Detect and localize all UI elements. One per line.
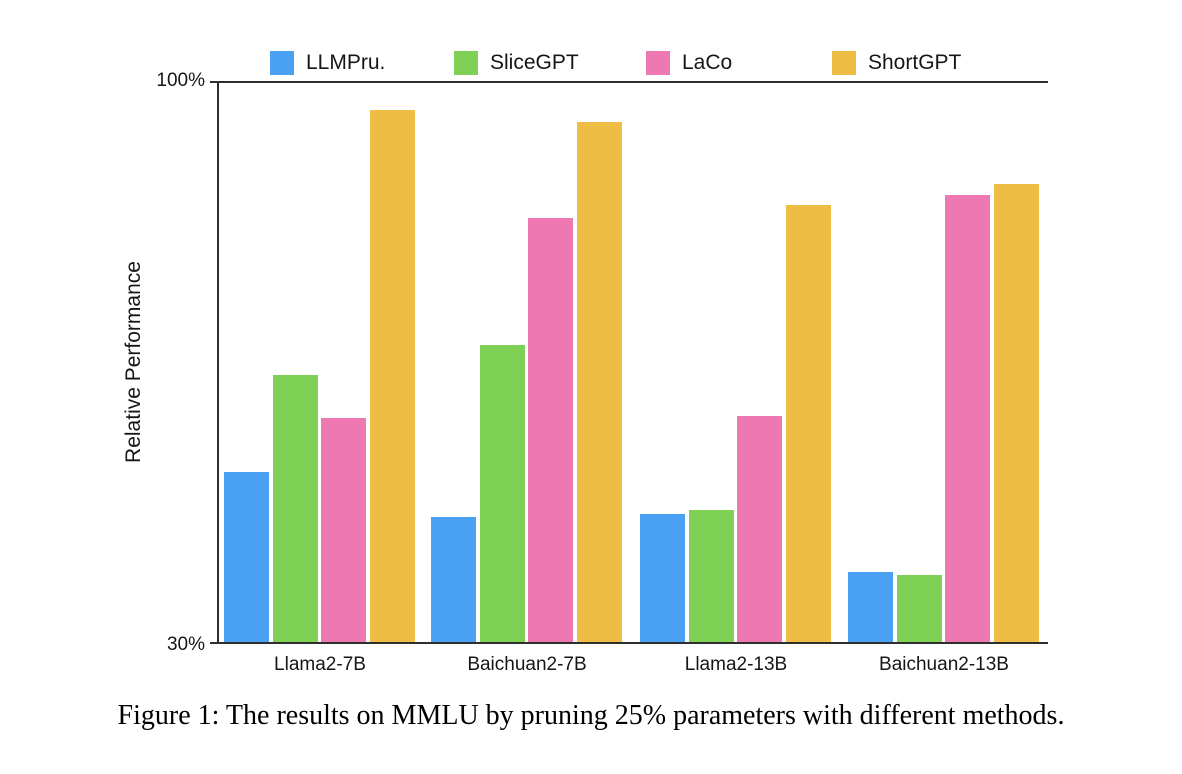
bar-shortgpt-llama2-13b: [786, 205, 831, 642]
legend-label-laco: LaCo: [682, 51, 733, 74]
legend-item-shortgpt: ShortGPT: [832, 48, 961, 78]
bar-llmpru-baichuan2-7b: [431, 517, 476, 642]
bar-group-baichuan2-13b: Baichuan2-13B: [848, 83, 1040, 675]
legend-label-llmpru: LLMPru.: [306, 51, 386, 74]
y-tick-mark-30: [210, 642, 218, 644]
legend-swatch-llmpru: [270, 51, 294, 75]
bar-slicegpt-baichuan2-13b: [897, 575, 942, 642]
legend-swatch-laco: [646, 51, 670, 75]
legend-label-slicegpt: SliceGPT: [490, 51, 579, 74]
bar-llmpru-llama2-7b: [224, 472, 269, 642]
legend-item-slicegpt: SliceGPT: [454, 48, 579, 78]
y-tick-label-30: 30%: [166, 634, 205, 655]
x-tick-label-llama2-7b: Llama2-7B: [274, 654, 366, 675]
figure-caption: Figure 1: The results on MMLU by pruning…: [117, 700, 1065, 731]
legend-item-laco: LaCo: [646, 48, 732, 78]
bar-group-llama2-13b: Llama2-13B: [640, 83, 832, 675]
bar-shortgpt-baichuan2-13b: [994, 184, 1039, 642]
bar-shortgpt-llama2-7b: [370, 110, 415, 642]
bar-shortgpt-baichuan2-7b: [577, 122, 622, 642]
y-tick-label-100: 100%: [156, 70, 205, 91]
bar-laco-llama2-7b: [321, 418, 366, 642]
x-tick-label-llama2-13b: Llama2-13B: [684, 654, 788, 675]
legend-swatch-shortgpt: [832, 51, 856, 75]
plot-area: Llama2-7B Baichuan2-7B Llama2-13B Baichuan2…: [210, 81, 1048, 675]
bar-llmpru-baichuan2-13b: [848, 572, 893, 642]
legend-item-llmpru: LLMPru.: [270, 48, 385, 78]
bar-slicegpt-baichuan2-7b: [480, 345, 525, 642]
bar-slicegpt-llama2-13b: [689, 510, 734, 642]
bar-group-llama2-7b: Llama2-7B: [224, 83, 416, 675]
bar-llmpru-llama2-13b: [640, 514, 685, 642]
x-tick-label-baichuan2-13b: Baichuan2-13B: [879, 654, 1009, 675]
y-tick-mark-100: [210, 81, 218, 83]
legend-label-shortgpt: ShortGPT: [868, 51, 962, 74]
bar-laco-baichuan2-7b: [528, 218, 573, 642]
bar-laco-llama2-13b: [737, 416, 782, 642]
legend-swatch-slicegpt: [454, 51, 478, 75]
bar-slicegpt-llama2-7b: [273, 375, 318, 642]
bar-laco-baichuan2-13b: [945, 195, 990, 642]
x-tick-label-baichuan2-7b: Baichuan2-7B: [467, 654, 587, 675]
bar-group-baichuan2-7b: Baichuan2-7B: [431, 83, 623, 675]
y-axis-title: Relative Performance: [122, 261, 145, 463]
